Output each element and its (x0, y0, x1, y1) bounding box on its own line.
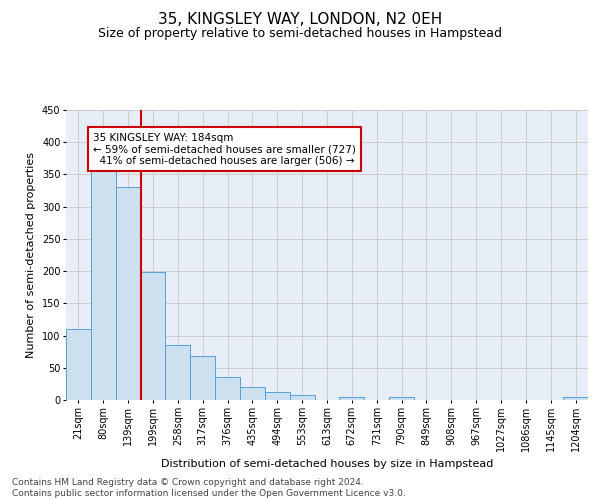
Bar (389, 397, 414, 400)
X-axis label: Distribution of semi-detached houses by size in Hampstead: Distribution of semi-detached houses by … (161, 460, 493, 469)
Bar (215, 378, 240, 400)
Bar (240, 387, 265, 400)
Text: 35 KINGSLEY WAY: 184sqm
← 59% of semi-detached houses are smaller (727)
  41% of: 35 KINGSLEY WAY: 184sqm ← 59% of semi-de… (94, 132, 356, 166)
Text: 35, KINGSLEY WAY, LONDON, N2 0EH: 35, KINGSLEY WAY, LONDON, N2 0EH (158, 12, 442, 28)
Bar (190, 356, 215, 400)
Bar (563, 397, 588, 400)
Bar (340, 397, 364, 400)
Text: Contains HM Land Registry data © Crown copyright and database right 2024.
Contai: Contains HM Land Registry data © Crown c… (12, 478, 406, 498)
Bar (66, 329, 91, 400)
Bar (290, 395, 314, 400)
Bar (91, 158, 116, 400)
Y-axis label: Number of semi-detached properties: Number of semi-detached properties (26, 152, 36, 358)
Bar (265, 392, 290, 400)
Bar (140, 272, 166, 400)
Text: Size of property relative to semi-detached houses in Hampstead: Size of property relative to semi-detach… (98, 28, 502, 40)
Bar (166, 344, 190, 400)
Bar (116, 188, 140, 400)
